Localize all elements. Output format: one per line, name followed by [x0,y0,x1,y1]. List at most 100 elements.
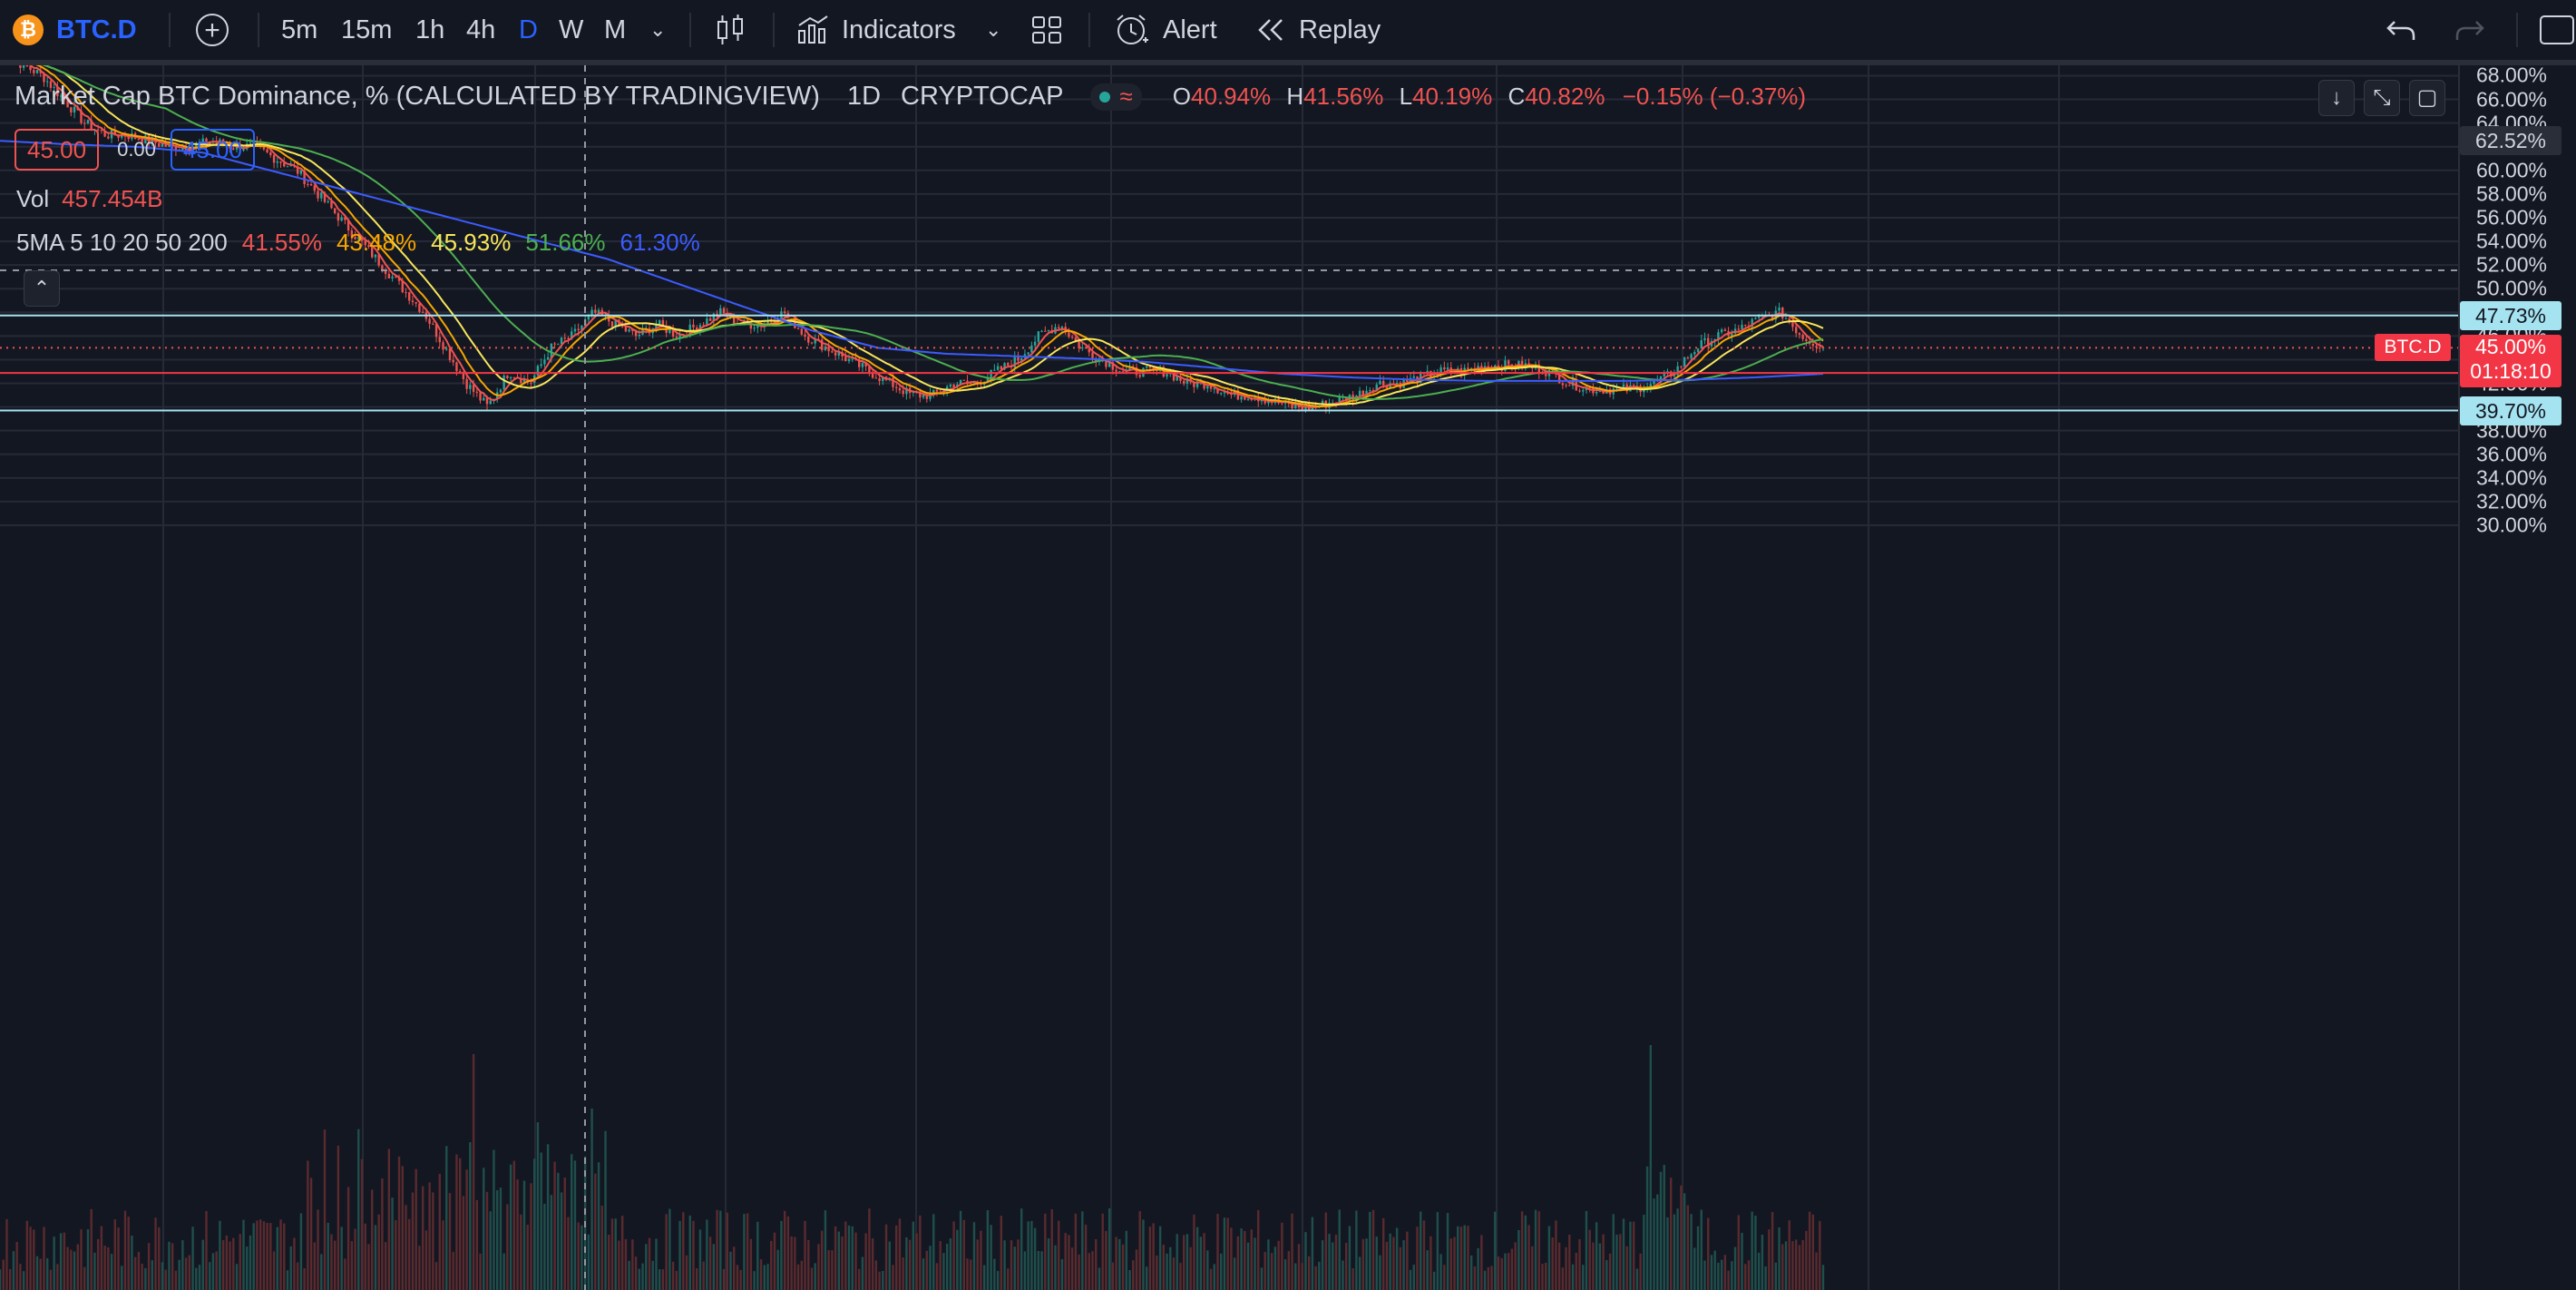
interval-W[interactable]: W [559,0,583,60]
volume-bar [127,1217,130,1290]
interval-15m[interactable]: 15m [341,0,392,60]
interval-dropdown[interactable]: ⌄ [649,0,666,60]
indicators-label: Indicators [842,15,956,44]
candle-body [1527,363,1530,366]
volume-bar [976,1239,979,1290]
candle-body [550,343,553,357]
price-axis-label: 32.00% [2476,489,2548,513]
candle-body [824,347,827,350]
candle-body [1301,407,1303,410]
interval-label: W [559,15,584,44]
price-axis[interactable]: 68.00%66.00%64.00%62.00%60.00%58.00%56.0… [2458,64,2576,1290]
volume-bar [878,1271,881,1290]
volume-bar [1635,1268,1639,1290]
volume-bar [956,1229,959,1290]
maximize-pane-button[interactable]: ⤡ [2364,80,2400,116]
symbol-search[interactable]: ₿ BTC.D [13,0,137,60]
volume-bar [1324,1212,1328,1290]
horizontal-lines[interactable] [0,314,2458,412]
volume-bar [1565,1246,1567,1290]
volume-bar [232,1237,235,1290]
chart-pane[interactable]: Market Cap BTC Dominance, % (CALCULATED … [0,65,2458,1290]
buy-button[interactable]: 45.00 [170,129,255,171]
volume-bar [475,1199,479,1290]
candle-body [299,170,303,174]
alert-button[interactable]: Alert [1114,0,1217,60]
candle-body [935,389,939,392]
candle-body [1145,366,1148,368]
candle-body [485,397,489,405]
candle-body [1047,329,1050,332]
volume-bar [1283,1259,1287,1290]
chart-type-button[interactable] [715,0,746,60]
candle-body [307,183,309,185]
candle-body [174,144,178,151]
indicators-button[interactable]: Indicators [796,0,956,60]
volume-bar [1585,1210,1588,1290]
undo-button[interactable] [2386,0,2416,60]
candle-body [1571,378,1575,386]
volume-bar [43,1226,45,1290]
candle-body [110,129,113,139]
volume-bar [201,1239,204,1290]
interval-M[interactable]: M [604,0,626,60]
wave-icon: ≈ [1119,83,1133,110]
move-down-button[interactable]: ↓ [2318,80,2355,116]
candle-body [262,146,266,150]
redo-button[interactable] [2454,0,2485,60]
candle-body [671,328,675,337]
volume-bar [1107,1208,1111,1290]
add-symbol-button[interactable]: + [196,0,229,60]
candle-body [1240,396,1243,400]
interval-5m[interactable]: 5m [281,0,317,60]
interval-1h[interactable]: 1h [415,0,444,60]
sell-button[interactable]: 45.00 [15,129,100,171]
pane-settings-button[interactable]: ▢ [2409,80,2445,116]
candle-body [1744,324,1747,326]
volume-bar [696,1268,698,1290]
candle-body [205,138,208,144]
interval-4h[interactable]: 4h [466,0,495,60]
candle-body [814,338,816,344]
candle-body [327,200,329,202]
volume-bar [90,1208,93,1290]
volume-bar [1101,1213,1104,1290]
volume-bar [1287,1251,1290,1290]
volume-bar [1731,1261,1733,1290]
volume-bar [594,1173,597,1290]
volume-bar [871,1238,874,1290]
candle-body [346,220,350,231]
replay-button[interactable]: Replay [1255,0,1381,60]
volume-bar [993,1258,996,1290]
collapse-legend-button[interactable]: ⌃ [24,270,60,307]
indicators-dropdown[interactable]: ⌄ [985,0,1001,60]
volume-bar [1260,1267,1264,1290]
candle-body [1074,337,1078,341]
layout-button[interactable] [1030,0,1063,60]
volume-bar [1379,1255,1381,1290]
volume-bar [448,1193,452,1290]
fullscreen-button[interactable] [2540,0,2574,60]
volume-bar [553,1161,556,1290]
volume-bar [1030,1220,1033,1290]
candle-body [1815,346,1818,348]
volume-bar [367,1244,370,1290]
volume-bar [895,1225,898,1290]
low-label: L [1399,83,1413,110]
volume-bar [1236,1236,1240,1290]
volume-bar [756,1221,759,1290]
candle-body [1666,371,1669,373]
volume-bar [1457,1226,1459,1290]
volume-bar [1416,1226,1419,1290]
moving-averages [0,65,1824,408]
volume-bar [1291,1213,1293,1290]
market-status-badge[interactable]: ≈ [1090,83,1142,111]
interval-D[interactable]: D [519,0,538,60]
volume-bar [520,1214,522,1290]
price-chart[interactable] [0,65,2458,1290]
volume-bar [1148,1226,1152,1290]
candle-body [749,323,753,329]
candle-body [1166,374,1168,377]
volume-bar [919,1215,922,1290]
volume-bar [1098,1267,1101,1290]
